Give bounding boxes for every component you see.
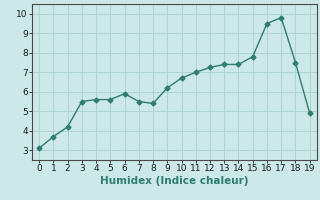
X-axis label: Humidex (Indice chaleur): Humidex (Indice chaleur): [100, 176, 249, 186]
